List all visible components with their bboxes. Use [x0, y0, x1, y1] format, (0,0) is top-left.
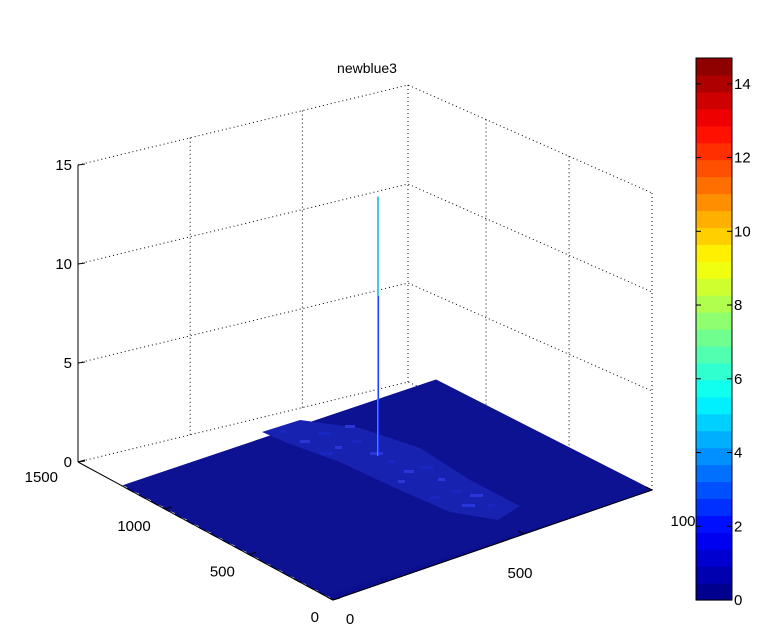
colorbar-tick-label: 6	[734, 371, 742, 388]
y-tick-mark	[332, 597, 341, 601]
surface-cell	[300, 440, 310, 443]
x-tick-mark	[645, 486, 653, 491]
colorbar-segment	[696, 447, 732, 466]
z-tick-label: 0	[64, 454, 72, 471]
colorbar-segment	[696, 329, 732, 347]
x-axis-line	[332, 489, 653, 601]
z-tick-label: 10	[55, 256, 72, 273]
y-tick-label: 1500	[25, 469, 58, 486]
colorbar-segment	[696, 227, 732, 245]
x-tick-label: 0	[346, 611, 354, 628]
colorbar-segment	[696, 74, 732, 93]
colorbar-segment	[696, 396, 732, 415]
colorbar-segment	[696, 91, 732, 110]
surface-cell	[320, 452, 333, 455]
z-tick-label: 15	[55, 157, 72, 174]
colorbar-tick-label: 12	[734, 150, 751, 167]
colorbar-segment	[696, 58, 732, 76]
x-tick-mark	[518, 530, 525, 535]
z-gridline	[77, 84, 653, 194]
surface-cell	[438, 478, 445, 481]
chart-title: newblue3	[337, 60, 397, 76]
surface-cell	[318, 432, 331, 435]
colorbar-segment	[696, 244, 732, 262]
y-tick-mark	[248, 551, 256, 555]
colorbar: 0 2 4 6 8 10 12 14	[695, 57, 751, 609]
axes-lines	[77, 165, 653, 601]
colorbar-segment	[696, 566, 732, 584]
colorbar-segment	[696, 108, 732, 127]
colorbar-segment	[696, 498, 732, 516]
y-axis-ticks: 0 500 1000 1500	[25, 459, 341, 626]
z-axis-ticks: 0 5 10 15	[55, 157, 86, 471]
surface-cell	[370, 452, 383, 455]
colorbar-tick-label: 4	[734, 445, 742, 462]
y-tick-label: 0	[311, 609, 319, 626]
surface-raised-band	[262, 420, 520, 520]
colorbar-tick-label: 10	[734, 223, 751, 240]
colorbar-segment	[696, 312, 732, 330]
z-gridline	[77, 282, 653, 392]
surface-cell	[388, 460, 395, 463]
colorbar-segment	[696, 176, 732, 195]
surface-top	[122, 380, 652, 596]
colorbar-segment	[696, 261, 732, 279]
surface-cell	[404, 470, 414, 473]
x-tick-label: 100	[670, 513, 695, 530]
z-tick-mark	[77, 163, 86, 166]
y-tick-mark	[77, 459, 86, 463]
y-tick-mark	[164, 506, 172, 510]
colorbar-segment	[696, 210, 732, 228]
x-axis-ticks: 0 500 100	[326, 486, 696, 628]
x-tick-mark	[326, 596, 334, 601]
colorbar-segment	[696, 193, 732, 212]
colorbar-segment	[696, 142, 732, 161]
y-tick-label: 1000	[117, 518, 150, 535]
surface-cell	[452, 490, 462, 493]
colorbar-segment	[696, 278, 732, 296]
surface-cell	[462, 504, 475, 507]
colorbar-tick-label: 14	[734, 76, 751, 93]
colorbar-segment	[696, 549, 732, 567]
z-tick-mark	[77, 361, 86, 364]
colorbar-segment	[696, 159, 732, 178]
surface-cell	[430, 496, 440, 499]
surface-cell	[488, 504, 495, 507]
y-axis-line	[77, 461, 334, 601]
colorbar-tick-label: 2	[734, 518, 742, 535]
colorbar-segment	[696, 125, 732, 144]
surface-cell	[352, 440, 362, 443]
z-tick-mark	[77, 262, 86, 265]
colorbar-tick-label: 8	[734, 297, 742, 314]
colorbar-frame	[695, 57, 733, 601]
surface-cell	[470, 494, 483, 497]
colorbar-tick-label: 0	[734, 592, 742, 609]
colorbar-segment	[696, 464, 732, 483]
colorbar-segment	[696, 362, 732, 381]
z-tick-label: 5	[64, 355, 72, 372]
colorbar-segment	[696, 583, 732, 601]
colorbar-segment	[696, 345, 732, 364]
colorbar-segment	[696, 532, 732, 550]
surface-cell	[420, 466, 433, 469]
y-tick-label: 500	[210, 563, 235, 580]
colorbar-segment	[696, 379, 732, 398]
surface-cell	[345, 425, 355, 428]
z-gridline	[77, 183, 653, 293]
colorbar-segment	[696, 481, 732, 499]
surface-cell	[280, 430, 287, 433]
colorbar-segment	[696, 515, 732, 533]
colorbar-segment	[696, 413, 732, 432]
x-tick-label: 500	[507, 565, 532, 582]
surface-cell	[335, 446, 342, 449]
colorbar-segment	[696, 295, 732, 313]
surface-plot	[120, 196, 654, 601]
colorbar-segment	[696, 430, 732, 449]
surface-cell	[398, 480, 405, 483]
